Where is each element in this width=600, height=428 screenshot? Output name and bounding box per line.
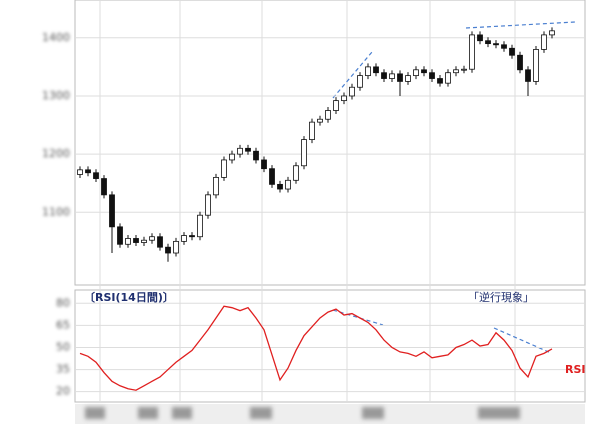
y-tick-label: 1100	[42, 205, 70, 218]
y-tick-label: 50	[56, 340, 70, 353]
candle-body	[213, 176, 219, 196]
candle-body	[357, 75, 363, 88]
candle-body	[285, 179, 291, 190]
y-tick-label: 1300	[42, 89, 70, 102]
candle-body	[77, 169, 83, 175]
y-tick-label: 1200	[42, 147, 70, 160]
candle-body	[405, 75, 411, 82]
candle-body	[277, 183, 283, 190]
candle-body	[253, 150, 259, 161]
candle-body	[205, 194, 211, 216]
candle-body	[197, 214, 203, 238]
candle-body	[301, 139, 307, 167]
date-axis	[75, 404, 585, 424]
candle-body	[509, 47, 515, 56]
candle-body	[245, 147, 251, 152]
candle-body	[381, 72, 387, 79]
candle-body	[149, 236, 155, 241]
candle-body	[485, 40, 491, 45]
date-grid	[99, 0, 516, 402]
candle-body	[549, 30, 555, 36]
candle-body	[181, 235, 187, 242]
candle-body	[165, 246, 171, 254]
candle-body	[373, 66, 379, 74]
candle-body	[189, 235, 195, 238]
y-tick-label: 35	[56, 363, 70, 376]
candle-body	[445, 72, 451, 84]
candle-body	[333, 100, 339, 111]
candle-body	[237, 147, 243, 155]
y-tick-label: 80	[56, 296, 70, 309]
candle-body	[453, 69, 459, 74]
candle-body	[117, 226, 123, 245]
candle-body	[101, 178, 107, 196]
candle-body	[365, 66, 371, 77]
candle-body	[309, 121, 315, 140]
candle-body	[397, 73, 403, 82]
y-tick-label: 1400	[42, 31, 70, 44]
candle-body	[221, 159, 227, 178]
candle-body	[157, 236, 163, 248]
candle-body	[341, 95, 347, 102]
candle-body	[261, 159, 267, 170]
candle-body	[533, 49, 539, 82]
candle-body	[109, 194, 115, 228]
candle-body	[349, 86, 355, 97]
candle-body	[317, 118, 323, 123]
rsi-panel	[74, 289, 586, 403]
candle-body	[85, 169, 91, 174]
candle-body	[501, 44, 507, 49]
rsi-line	[79, 305, 553, 391]
candle-body	[437, 78, 443, 84]
candle-body	[493, 43, 499, 46]
candle-body	[269, 168, 275, 185]
date-labels	[85, 407, 520, 419]
candle-body	[477, 34, 483, 42]
candle-body	[541, 34, 547, 50]
candle-body	[133, 238, 139, 243]
candle-body	[469, 34, 475, 70]
candle-body	[173, 240, 179, 254]
annotation: 「逆行現象」	[468, 290, 534, 304]
candle-body	[413, 69, 419, 77]
candle-body	[93, 172, 99, 179]
candle-body	[125, 238, 131, 245]
y-tick-label: 20	[56, 385, 70, 398]
candle-body	[293, 165, 299, 181]
legend-label: RSI	[565, 363, 586, 376]
candle-body	[325, 110, 331, 120]
rsi-title: 〔RSI(14日間)〕	[84, 291, 174, 304]
candle-body	[517, 54, 523, 71]
candle-body	[421, 69, 427, 74]
candle-body	[461, 68, 467, 71]
candle-body	[229, 153, 235, 161]
candle-body	[389, 73, 395, 79]
candle-body	[525, 69, 531, 82]
candle-body	[141, 239, 147, 243]
candle-body	[429, 72, 435, 79]
y-tick-label: 65	[56, 318, 70, 331]
